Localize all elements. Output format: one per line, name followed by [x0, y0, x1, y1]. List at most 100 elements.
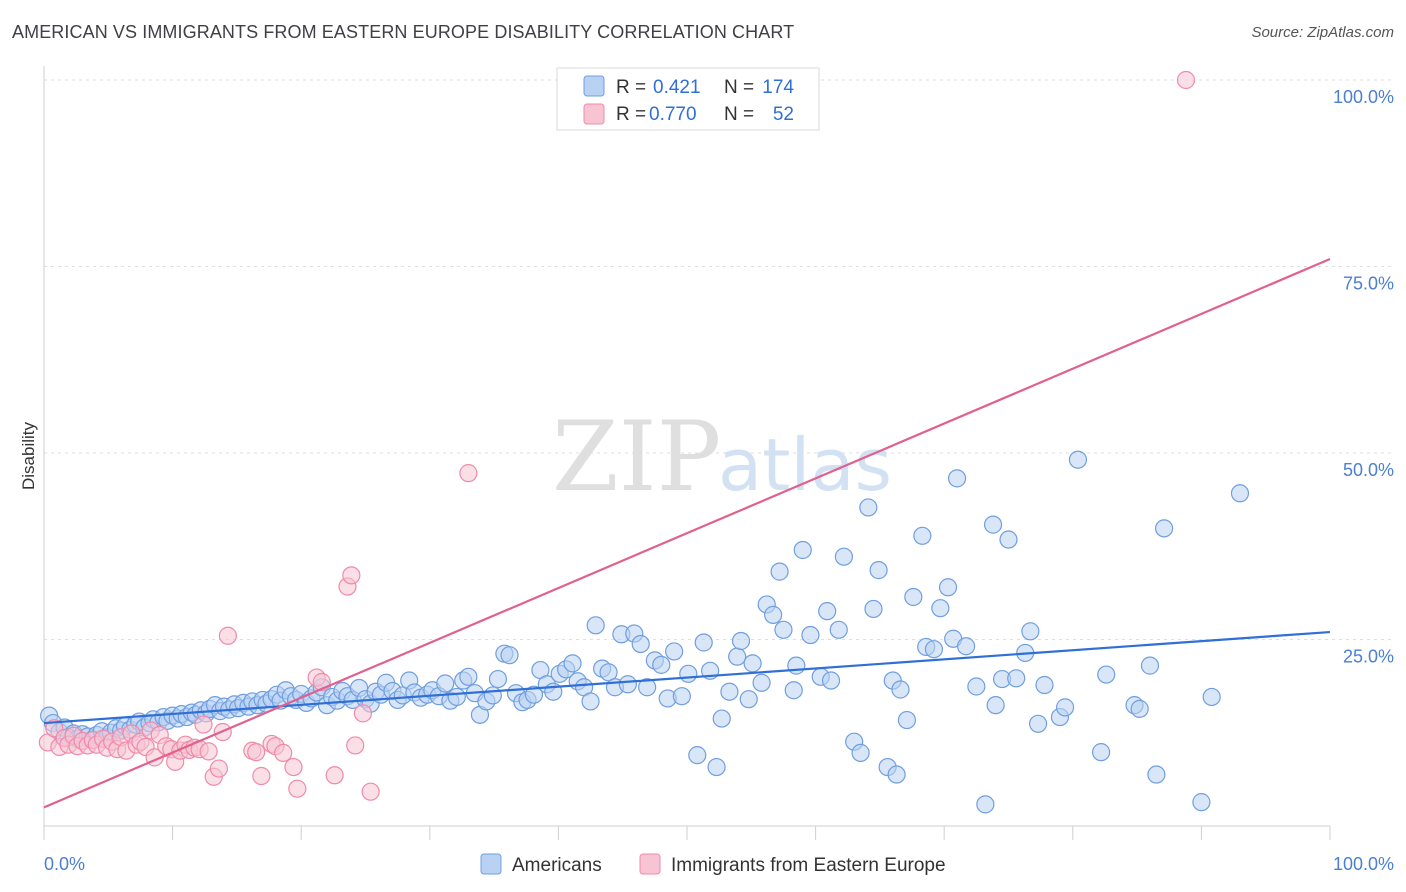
legend-swatch-americans: [583, 75, 605, 97]
americans-point-167: [999, 530, 1018, 549]
legend-r-value-1: 0.421: [653, 77, 701, 98]
americans-point-137: [801, 625, 820, 645]
immigrants-point-55: [1176, 70, 1196, 90]
legend-r-label-2: R =: [616, 104, 646, 125]
americans-point-174: [1055, 698, 1075, 717]
americans-point-140: [821, 671, 841, 690]
americans-point-87: [483, 686, 502, 705]
americans-point-83: [459, 667, 478, 686]
axes: [43, 66, 1331, 840]
immigrants-point-44: [284, 757, 303, 777]
watermark-zip: ZIP: [552, 401, 721, 513]
legend-n-value-1: 174: [762, 77, 794, 98]
y-axis-label: Disability: [19, 421, 38, 490]
americans-point-180: [1140, 656, 1160, 675]
americans-point-165: [986, 696, 1005, 715]
legend-r-value-2: 0.770: [649, 104, 697, 125]
americans-point-129: [752, 673, 771, 692]
americans-point-128: [743, 654, 762, 673]
americans-point-179: [1130, 699, 1149, 718]
chart-title: AMERICAN VS IMMIGRANTS FROM EASTERN EURO…: [12, 22, 795, 42]
americans-point-90: [500, 646, 519, 665]
americans-point-132: [770, 562, 789, 581]
americans-point-183: [1192, 793, 1211, 812]
watermark-atlas: atlas: [718, 423, 892, 507]
immigrants-point-35: [209, 759, 228, 778]
americans-point-94: [524, 685, 544, 704]
americans-point-120: [694, 633, 713, 652]
americans-point-182: [1155, 519, 1174, 538]
americans-point-153: [904, 587, 923, 607]
americans-point-104: [586, 616, 605, 635]
y-tick-label-2: 50.0%: [1343, 460, 1394, 480]
americans-point-116: [665, 642, 684, 661]
americans-point-154: [913, 526, 932, 545]
americans-point-164: [983, 515, 1003, 534]
americans-point-160: [947, 469, 967, 488]
americans-point-171: [1028, 714, 1048, 733]
americans-point-161: [956, 637, 976, 656]
americans-point-158: [938, 578, 958, 597]
watermark: ZIP atlas: [552, 401, 892, 513]
trend-lines: [43, 258, 1331, 809]
immigrants-point-52: [353, 704, 373, 723]
americans-point-125: [728, 647, 747, 666]
americans-point-146: [864, 599, 883, 619]
americans-point-111: [631, 634, 650, 654]
legend-n-label-1: N =: [724, 77, 754, 98]
bottom-legend-immigrants: Immigrants from Eastern Europe: [671, 855, 946, 876]
americans-point-144: [851, 743, 870, 762]
legend-n-value-2: 52: [773, 104, 794, 125]
americans-point-151: [891, 680, 910, 699]
americans-point-156: [924, 640, 944, 659]
americans-point-141: [829, 620, 848, 639]
legend-r-label-1: R =: [616, 77, 646, 98]
americans-point-114: [652, 655, 671, 674]
americans-point-117: [672, 687, 691, 706]
legend-n-label-2: N =: [724, 104, 754, 125]
americans-point-131: [764, 605, 783, 624]
americans-point-170: [1021, 622, 1040, 641]
americans-point-139: [818, 602, 837, 621]
americans-point-126: [731, 631, 751, 651]
americans-point-142: [834, 547, 853, 566]
americans-point-147: [869, 561, 888, 580]
americans-point-112: [638, 678, 657, 697]
bottom-legend-swatch-americans: [480, 853, 502, 875]
y-tick-label-3: 25.0%: [1343, 647, 1394, 667]
y-tick-label-0: 100.0%: [1333, 87, 1394, 107]
americans-point-172: [1035, 675, 1054, 695]
immigrants-point-51: [346, 736, 365, 755]
americans-point-150: [887, 765, 906, 784]
immigrants-point-33: [199, 742, 218, 761]
bottom-legend-swatch-immigrants: [639, 853, 661, 875]
americans-point-123: [712, 709, 731, 728]
americans-point-81: [447, 687, 466, 707]
americans-point-181: [1147, 765, 1166, 784]
x-tick-min: 0.0%: [44, 854, 85, 874]
americans-point-168: [1007, 669, 1026, 688]
x-tick-max: 100.0%: [1333, 854, 1394, 874]
americans-point-134: [784, 681, 803, 700]
immigrants-point-43: [274, 743, 293, 762]
immigrants-point-40: [252, 766, 271, 786]
americans-point-135: [787, 656, 806, 675]
americans-point-133: [774, 620, 793, 639]
americans-point-79: [436, 674, 455, 693]
americans-point-175: [1068, 450, 1088, 469]
americans-point-103: [581, 692, 600, 711]
bottom-legend-americans: Americans: [512, 855, 602, 876]
americans-point-127: [739, 690, 758, 709]
americans-point-176: [1091, 743, 1111, 762]
immigrants-point-45: [288, 779, 307, 798]
immigrants-point-53: [361, 782, 380, 801]
immigrants-point-54: [459, 464, 478, 483]
immigrants-trend-line: [43, 258, 1331, 809]
americans-point-184: [1202, 687, 1221, 707]
americans-point-152: [897, 710, 917, 730]
americans-point-162: [967, 677, 986, 696]
immigrants-point-39: [247, 743, 266, 762]
legend-box: R = 0.421 N = 174 R = 0.770 N = 52: [556, 67, 820, 131]
americans-point-136: [793, 540, 812, 560]
